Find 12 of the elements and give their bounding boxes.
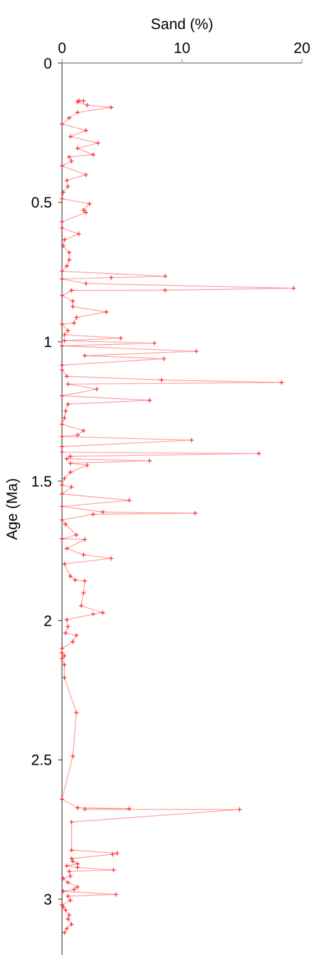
x-axis-title: Sand (%) — [150, 16, 214, 33]
y-tick-label: 1.5 — [31, 473, 52, 490]
y-tick-label: 0 — [44, 55, 52, 72]
x-tick-label: 0 — [58, 40, 66, 57]
y-tick-label: 1 — [44, 334, 52, 351]
x-tick-label: 20 — [294, 40, 310, 57]
y-tick-label: 2 — [44, 612, 52, 630]
y-tick-label: 2.5 — [31, 752, 52, 770]
y-tick-label: 0.5 — [31, 194, 52, 212]
x-tick-label: 10 — [174, 40, 190, 57]
y-tick-label: 3 — [44, 892, 52, 908]
y-axis-title: Age (Ma) — [4, 478, 21, 540]
